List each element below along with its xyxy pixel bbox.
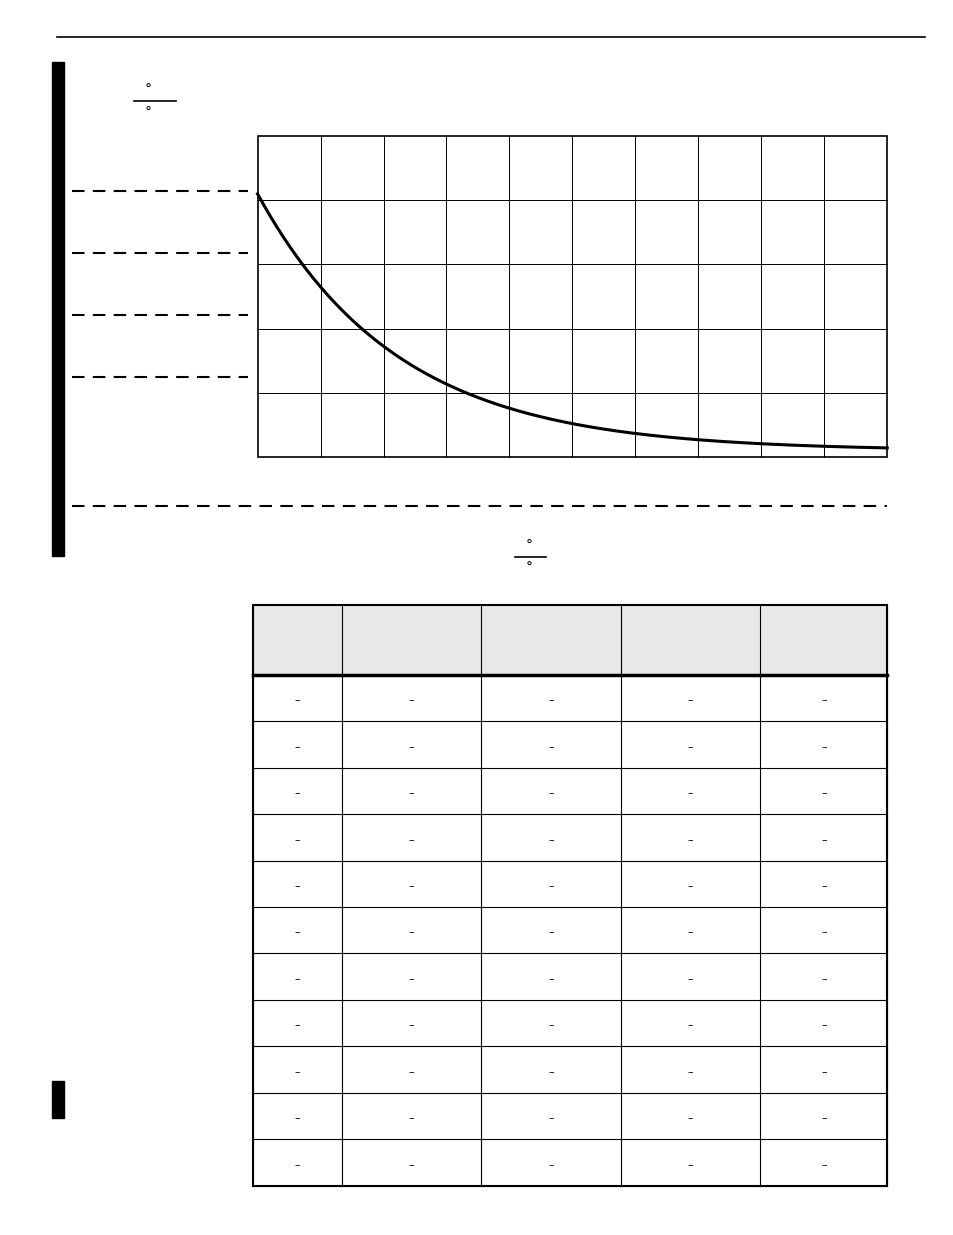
Text: –: – [687,1067,693,1077]
Text: –: – [821,1020,825,1030]
Bar [257,136,886,457]
Text: –: – [821,742,825,752]
Text: –: – [294,1113,299,1124]
Text: –: – [294,974,299,984]
Text: –: – [294,927,299,937]
Text: –: – [294,788,299,798]
Text: –: – [408,881,414,892]
Text: °: ° [525,538,533,553]
Text: –: – [408,1067,414,1077]
Text: –: – [687,835,693,845]
Text: –: – [548,742,553,752]
Text: –: – [821,974,825,984]
Text: –: – [687,788,693,798]
Text: –: – [408,974,414,984]
Text: –: – [687,1113,693,1124]
Text: –: – [821,788,825,798]
Text: –: – [821,1067,825,1077]
Text: –: – [548,1160,553,1170]
Text: –: – [687,1160,693,1170]
Text: °: ° [525,561,533,576]
Text: –: – [687,881,693,892]
Text: –: – [408,788,414,798]
Text: –: – [408,835,414,845]
Text: –: – [821,1160,825,1170]
Text: –: – [294,1160,299,1170]
Text: –: – [821,695,825,705]
Text: –: – [548,927,553,937]
Text: –: – [821,927,825,937]
Text: –: – [294,1067,299,1077]
Text: –: – [408,1113,414,1124]
Text: –: – [548,1113,553,1124]
Text: –: – [687,927,693,937]
Text: –: – [408,927,414,937]
Bar [253,605,886,674]
Text: –: – [294,835,299,845]
Text: –: – [687,742,693,752]
Text: –: – [687,974,693,984]
Text: –: – [687,1020,693,1030]
Text: –: – [408,742,414,752]
Text: –: – [548,881,553,892]
Text: –: – [408,1160,414,1170]
Text: °: ° [144,105,152,120]
Text: –: – [821,1113,825,1124]
Text: –: – [548,1020,553,1030]
Text: –: – [548,695,553,705]
Text: –: – [548,788,553,798]
Bar [52,62,64,556]
Text: –: – [294,742,299,752]
Text: –: – [821,835,825,845]
Text: –: – [294,695,299,705]
Text: –: – [548,974,553,984]
Text: –: – [548,1067,553,1077]
Text: –: – [294,1020,299,1030]
Bar [253,605,886,1186]
Text: –: – [821,881,825,892]
Text: °: ° [144,83,152,98]
Text: –: – [408,695,414,705]
Text: –: – [294,881,299,892]
Bar [52,1081,64,1118]
Text: –: – [687,695,693,705]
Text: –: – [548,835,553,845]
Text: –: – [408,1020,414,1030]
